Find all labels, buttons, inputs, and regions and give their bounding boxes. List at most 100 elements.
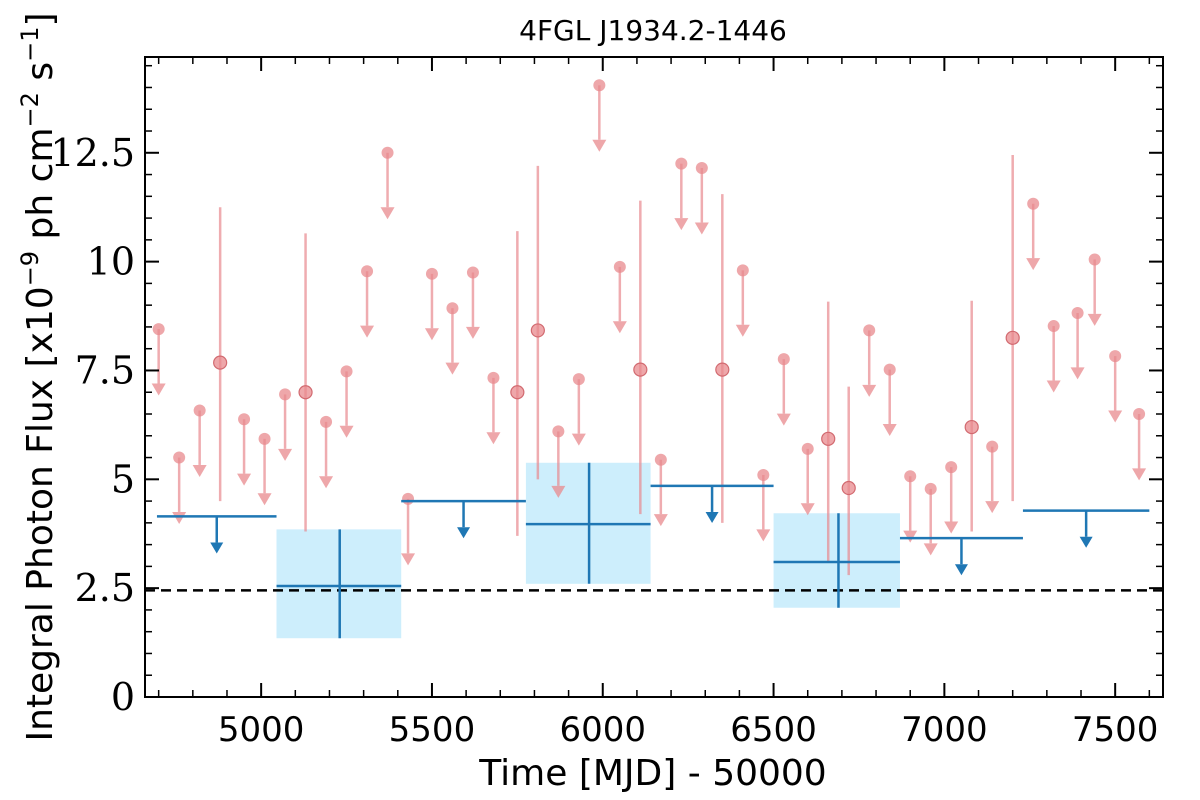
short-bin-upper-limit-arrowhead <box>903 530 918 543</box>
short-bin-upper-limit-arrowhead <box>1132 468 1147 481</box>
short-bin-upper-limit-point <box>613 260 626 273</box>
short-bin-upper-limit-point <box>1027 197 1040 210</box>
short-bin-upper-limit-point <box>279 388 292 401</box>
short-bin-upper-limit-arrowhead <box>571 433 586 446</box>
short-bin-upper-limit-arrowhead <box>776 413 791 426</box>
y-tick-label: 2.5 <box>75 566 135 610</box>
short-bin-upper-limit-arrowhead <box>380 207 395 220</box>
short-bin-upper-limit-point <box>945 461 958 474</box>
x-tick-label: 6500 <box>730 710 817 750</box>
short-bin-upper-limit-arrowhead <box>360 325 375 338</box>
long-bin-error-box <box>773 513 900 608</box>
short-bin-upper-limit-point <box>777 353 790 366</box>
short-bin-upper-limit-arrowhead <box>612 321 627 334</box>
short-bin-detection-point <box>964 419 979 435</box>
x-tick-label: 7000 <box>901 710 988 750</box>
short-bin-upper-limit-arrowhead <box>339 425 354 438</box>
short-bin-detection-point <box>1005 330 1020 345</box>
plot-frame <box>144 56 1164 698</box>
x-axis-label: Time [MJD] - 50000 <box>478 753 826 794</box>
short-bin-upper-limit-point <box>695 162 708 175</box>
short-bin-upper-limit-arrowhead <box>401 553 416 566</box>
short-bin-upper-limit-arrowhead <box>944 521 959 534</box>
short-bin-upper-limit-arrowhead <box>756 529 771 542</box>
short-bin-upper-limit-point <box>320 415 333 428</box>
long-bin-upper-limit-arrowhead <box>457 527 471 539</box>
short-bin-detection-point <box>715 362 730 377</box>
short-bin-upper-limit-arrowhead <box>551 485 566 498</box>
chart-marks <box>145 79 1163 639</box>
y-tick-label: 12.5 <box>50 131 135 175</box>
short-bin-upper-limit-arrowhead <box>172 511 187 524</box>
short-bin-upper-limit-arrowhead <box>1026 258 1041 271</box>
short-bin-upper-limit-arrowhead <box>923 543 938 556</box>
short-bin-upper-limit-arrowhead <box>445 362 460 375</box>
short-bin-detection-point <box>213 355 228 370</box>
short-bin-upper-limit-point <box>173 451 186 464</box>
short-bin-upper-limit-arrowhead <box>800 503 815 516</box>
short-bin-upper-limit-point <box>572 373 585 386</box>
short-bin-upper-limit-point <box>446 302 459 315</box>
short-bin-upper-limit-point <box>924 482 937 495</box>
short-bin-upper-limit-arrowhead <box>674 218 689 231</box>
short-bin-upper-limit-point <box>402 492 415 505</box>
short-bin-detection-point <box>821 431 836 446</box>
short-bin-upper-limit-point <box>1047 320 1060 333</box>
short-bin-upper-limit-point <box>1088 253 1101 266</box>
short-bin-upper-limit-arrowhead <box>653 514 668 527</box>
short-bin-upper-limit-point <box>1133 408 1146 421</box>
long-bin-upper-limit-arrowhead <box>210 542 224 554</box>
short-bin-upper-limit-point <box>863 324 876 337</box>
short-bin-detection-point <box>633 362 648 377</box>
short-bin-upper-limit-point <box>986 440 999 453</box>
short-bin-upper-limit-point <box>736 264 749 277</box>
short-bin-upper-limit-arrowhead <box>278 448 293 461</box>
y-tick-label: 0 <box>111 675 135 719</box>
short-bin-upper-limit-point <box>552 425 565 438</box>
short-bin-upper-limit-arrowhead <box>424 328 439 341</box>
axis-ticks: 5000 5500 6000 6500 7000 7500 0 2.5 5 7.5 10 12.5 <box>50 57 1163 750</box>
short-bin-detection-point <box>530 323 545 338</box>
short-bin-upper-limit-arrowhead <box>1070 367 1085 380</box>
short-bin-detection-point <box>298 385 313 400</box>
short-bin-upper-limit-point <box>593 79 606 92</box>
chart-title: 4FGL J1934.2-1446 <box>519 14 787 47</box>
short-bin-upper-limit-arrowhead <box>257 493 272 506</box>
short-bin-upper-limit-point <box>193 404 206 417</box>
short-bin-upper-limit-arrowhead <box>151 383 166 396</box>
short-bin-upper-limit-arrowhead <box>735 324 750 337</box>
short-bin-upper-limit-point <box>1109 350 1122 363</box>
short-bin-upper-limit-point <box>238 413 251 426</box>
short-bin-upper-limit-arrowhead <box>592 139 607 152</box>
x-tick-label: 6000 <box>559 710 646 750</box>
x-tick-label: 5500 <box>389 710 476 750</box>
short-bin-upper-limit-point <box>258 432 271 445</box>
short-bin-upper-limit-point <box>361 265 374 278</box>
short-bin-upper-limit-arrowhead <box>237 473 252 486</box>
short-bin-upper-limit-point <box>152 323 165 336</box>
x-tick-label: 7500 <box>1072 710 1159 750</box>
short-bin-upper-limit-point <box>675 157 688 170</box>
y-tick-label: 7.5 <box>75 348 135 392</box>
short-bin-upper-limit-arrowhead <box>985 501 1000 514</box>
short-bin-upper-limit-point <box>340 365 353 378</box>
long-bin-upper-limit-arrowhead <box>705 511 719 523</box>
short-bin-upper-limit-point <box>466 266 479 279</box>
short-bin-upper-limit-point <box>654 453 667 466</box>
short-bin-upper-limit-arrowhead <box>1087 313 1102 326</box>
short-bin-upper-limit-arrowhead <box>694 222 709 235</box>
short-bin-upper-limit-point <box>425 267 438 280</box>
short-bin-upper-limit-point <box>381 146 394 159</box>
short-bin-upper-limit-arrowhead <box>465 326 480 339</box>
y-axis-label: Integral Photon Flux [x10−9 ph cm−2 s−1] <box>16 12 61 741</box>
short-bin-upper-limit-point <box>1071 307 1084 319</box>
short-bin-upper-limit-point <box>883 363 896 376</box>
x-tick-label: 5000 <box>218 710 305 750</box>
y-tick-label: 10 <box>87 240 135 284</box>
short-bin-detection-point <box>510 385 525 400</box>
short-bin-upper-limit-point <box>757 468 770 481</box>
long-bin-upper-limit-arrowhead <box>1079 536 1093 548</box>
y-tick-label: 5 <box>111 457 135 501</box>
short-bin-upper-limit-arrowhead <box>882 424 897 437</box>
